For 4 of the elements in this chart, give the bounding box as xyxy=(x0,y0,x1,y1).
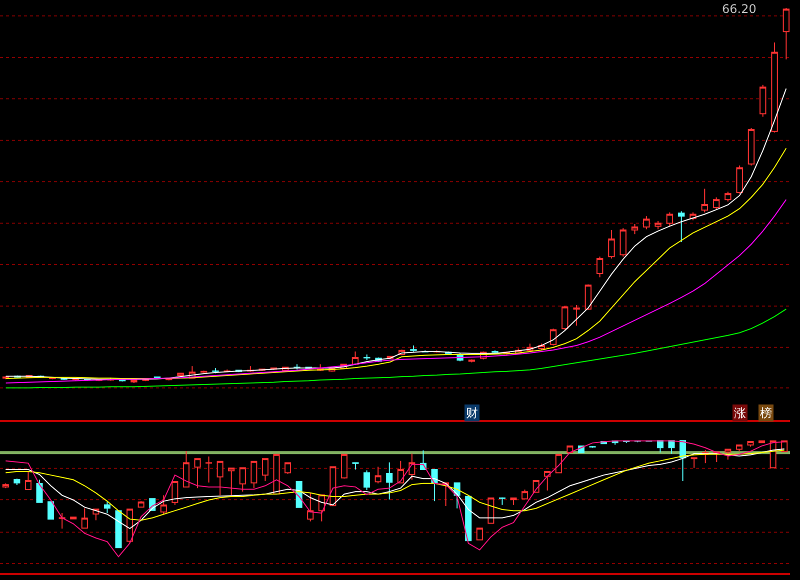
text: 涨 xyxy=(734,406,746,420)
text: 榜 xyxy=(760,406,772,420)
text: 财 xyxy=(466,406,478,420)
annotation: 66.20 xyxy=(722,2,756,16)
